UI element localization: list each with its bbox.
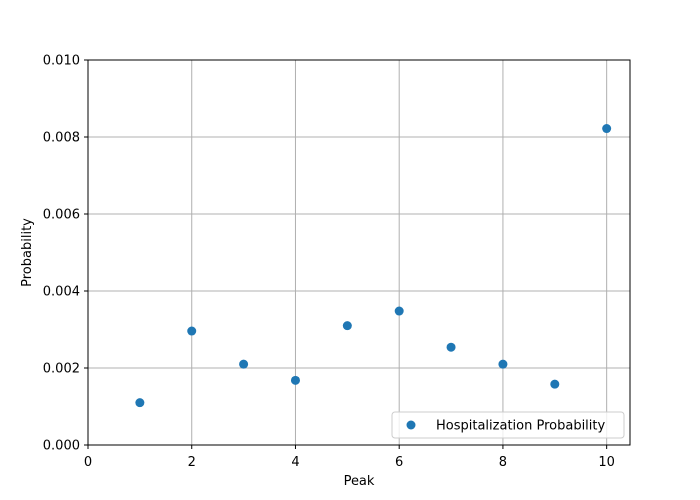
scatter-point [550, 379, 560, 389]
scatter-point [446, 342, 456, 352]
scatter-point [239, 359, 249, 369]
x-tick-label: 4 [291, 455, 299, 470]
legend-label: Hospitalization Probability [436, 419, 606, 434]
y-tick-label: 0.002 [43, 362, 80, 377]
scatter-point [342, 321, 352, 331]
plot-area-frame [87, 59, 631, 446]
y-tick-label: 0.010 [43, 54, 80, 69]
scatter-point [498, 359, 508, 369]
scatter-point [290, 375, 300, 385]
x-tick-label: 8 [499, 455, 507, 470]
legend: Hospitalization Probability [391, 411, 625, 439]
scatter-point [394, 306, 404, 316]
legend-marker [406, 420, 416, 430]
y-axis-label: Probability [20, 218, 35, 287]
grid [87, 59, 630, 446]
legend-box [391, 411, 625, 439]
x-tick-label: 2 [188, 455, 196, 470]
scatter-point [135, 398, 145, 408]
y-tick-label: 0.006 [43, 208, 80, 223]
y-tick-label: 0.000 [43, 439, 80, 454]
x-tick-label: 0 [84, 455, 92, 470]
y-tick-label: 0.004 [43, 285, 80, 300]
x-axis-label: Peak [344, 474, 375, 489]
scatter-point [602, 124, 612, 134]
x-tick-label: 6 [395, 455, 403, 470]
y-tick-label: 0.008 [43, 131, 80, 146]
x-tick-label: 10 [598, 455, 615, 470]
axis-ticks: 0 2 4 6 8 10 0.000 0.002 0.004 0.006 0.008 0.010 [43, 54, 615, 471]
scatter-point [187, 326, 197, 336]
data-points [135, 124, 612, 408]
